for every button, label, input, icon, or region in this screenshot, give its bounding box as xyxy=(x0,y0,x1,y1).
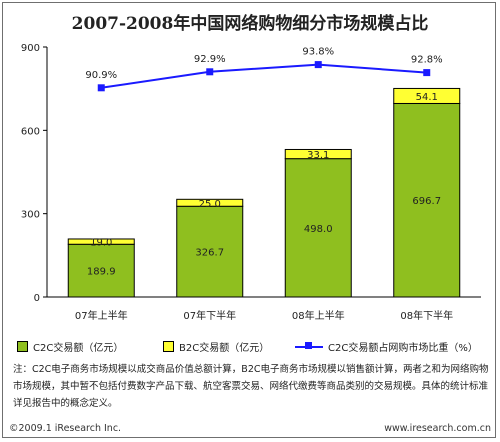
bar-b2c xyxy=(393,87,461,104)
data-label-c2c: 189.9 xyxy=(87,267,116,278)
y-tick-label: 300 xyxy=(21,210,40,221)
legend: C2C交易额（亿元） B2C交易额（亿元） C2C交易额占网购市场比重（%） xyxy=(13,336,489,356)
bar-c2c xyxy=(393,102,461,298)
y-tick-label: 900 xyxy=(21,43,40,54)
data-label-c2c: 326.7 xyxy=(195,248,224,259)
legend-swatch-c2c xyxy=(17,341,28,352)
chart-title: 2007-2008年中国网络购物细分市场规模占比 xyxy=(71,14,429,34)
ratio-label: 92.9% xyxy=(194,54,226,65)
legend-label-ratio: C2C交易额占网购市场比重（%） xyxy=(328,343,478,354)
footer: ©2009.1 iResearch Inc. www.iresearch.com… xyxy=(3,421,497,437)
x-tick-label: 08年下半年 xyxy=(400,309,453,322)
bar-b2c xyxy=(67,238,135,245)
legend-item-ratio: C2C交易额占网购市场比重（%） xyxy=(295,339,478,354)
x-tick-label: 07年上半年 xyxy=(75,309,128,322)
copyright-text: ©2009.1 iResearch Inc. xyxy=(9,423,122,434)
bar-b2c xyxy=(284,148,352,160)
legend-line-ratio xyxy=(295,341,323,352)
website-text: www.iresearch.com.cn xyxy=(384,423,491,434)
ratio-point xyxy=(423,69,431,77)
legend-swatch-b2c xyxy=(163,341,174,352)
y-tick-label: 0 xyxy=(34,293,40,304)
ratio-label: 90.9% xyxy=(85,70,117,81)
data-label-c2c: 498.0 xyxy=(304,224,333,235)
data-label-b2c: 25.0 xyxy=(199,199,221,210)
x-tick-label: 08年上半年 xyxy=(292,309,345,322)
ratio-point xyxy=(314,61,322,69)
y-tick-label: 600 xyxy=(21,126,40,137)
data-label-c2c: 696.7 xyxy=(412,196,441,207)
bar-b2c xyxy=(176,198,244,207)
bar-c2c xyxy=(67,243,135,298)
ratio-point xyxy=(206,68,214,76)
legend-item-b2c: B2C交易额（亿元） xyxy=(163,339,269,354)
chart-plot: 0 300 600 900 189.9 19.0 07年上半年 326.7 25.0 07年下半年… xyxy=(21,43,481,322)
ratio-line xyxy=(101,63,427,89)
bar-c2c xyxy=(284,158,352,298)
x-tick-label: 07年下半年 xyxy=(183,309,236,322)
footnote: 注：C2C电子商务市场规模以成交商品价值总额计算，B2C电子商务市场规模以销售额… xyxy=(13,364,489,409)
ratio-point xyxy=(97,84,105,92)
ratio-label: 93.8% xyxy=(302,47,334,58)
legend-label-b2c: B2C交易额（亿元） xyxy=(179,343,270,354)
chart-frame: 2007-2008年中国网络购物细分市场规模占比 0 300 600 900 189.9… xyxy=(2,2,496,438)
data-label-b2c: 33.1 xyxy=(307,150,329,161)
data-label-b2c: 19.0 xyxy=(90,238,112,249)
ratio-label: 92.8% xyxy=(411,55,443,66)
legend-item-c2c: C2C交易额（亿元） xyxy=(17,339,123,354)
data-label-b2c: 54.1 xyxy=(416,92,438,103)
legend-label-c2c: C2C交易额（亿元） xyxy=(33,343,124,354)
